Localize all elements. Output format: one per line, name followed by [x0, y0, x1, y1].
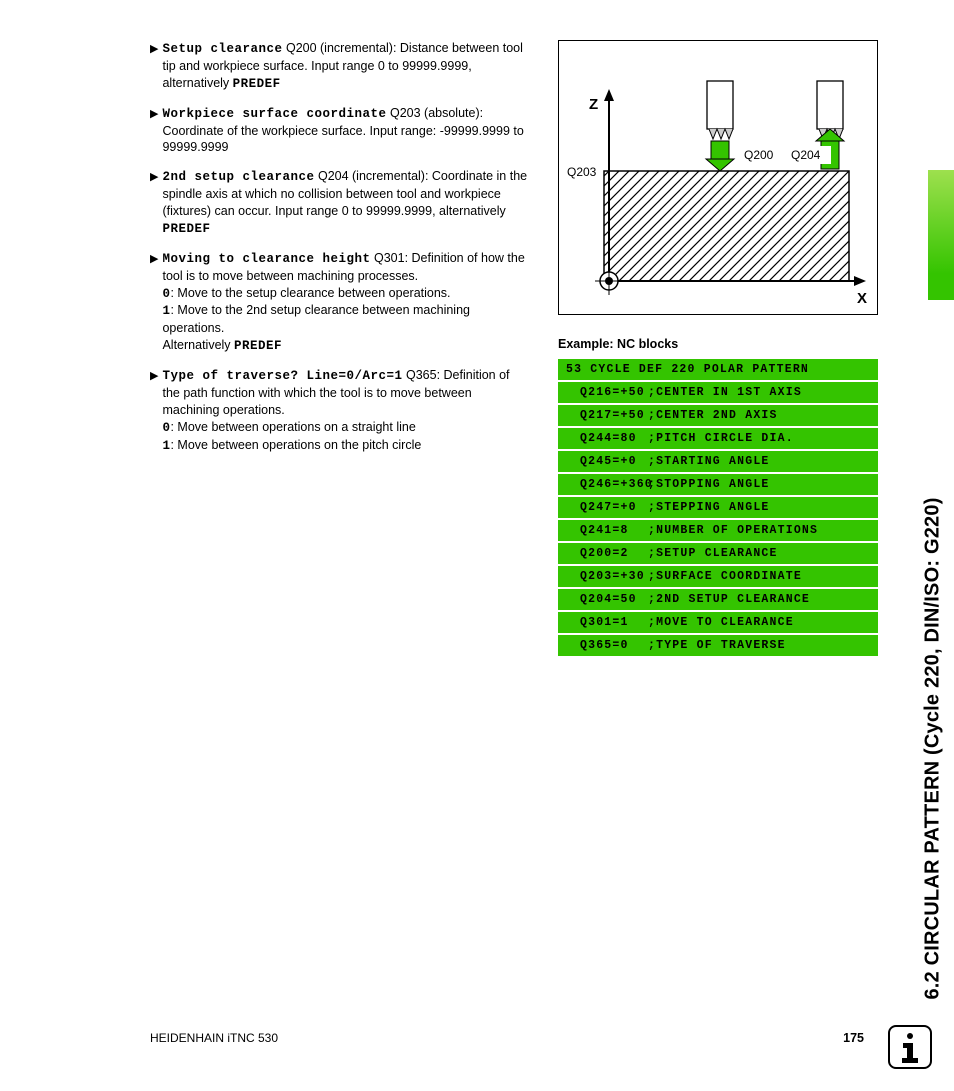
- nc-row: Q246=+360;STOPPING ANGLE: [558, 474, 878, 497]
- parameter-text: Workpiece surface coordinate Q203 (absol…: [162, 105, 530, 157]
- nc-row: Q245=+0;STARTING ANGLE: [558, 451, 878, 474]
- parameter-list: ▶Setup clearance Q200 (incremental): Dis…: [150, 40, 530, 466]
- tool-1: [707, 81, 733, 139]
- bullet-arrow-icon: ▶: [150, 252, 158, 355]
- bullet-arrow-icon: ▶: [150, 369, 158, 454]
- nc-comment: ;STEPPING ANGLE: [648, 501, 770, 514]
- diagram-q203: Q203: [567, 165, 597, 179]
- nc-row: Q217=+50;CENTER 2ND AXIS: [558, 405, 878, 428]
- right-column: Z X Q203: [558, 40, 878, 658]
- info-icon: [888, 1025, 932, 1069]
- bullet-arrow-icon: ▶: [150, 170, 158, 238]
- nc-row: Q244=80;PITCH CIRCLE DIA.: [558, 428, 878, 451]
- axis-z-label: Z: [589, 96, 598, 113]
- section-title: 6.2 CIRCULAR PATTERN (Cycle 220, DIN/ISO…: [918, 40, 948, 760]
- parameter-text: Moving to clearance height Q301: Definit…: [162, 250, 530, 355]
- parameter-text: Setup clearance Q200 (incremental): Dist…: [162, 40, 530, 93]
- nc-row: Q241=8;NUMBER OF OPERATIONS: [558, 520, 878, 543]
- nc-comment: ;STOPPING ANGLE: [648, 478, 770, 491]
- clearance-diagram: Z X Q203: [558, 40, 878, 315]
- nc-comment: ;CENTER IN 1ST AXIS: [648, 386, 802, 399]
- nc-param: Q217=+50: [562, 409, 648, 422]
- page: ▶Setup clearance Q200 (incremental): Dis…: [0, 0, 954, 1091]
- nc-cell: 53 CYCLE DEF 220 POLAR PATTERN: [562, 363, 809, 376]
- nc-row: Q247=+0;STEPPING ANGLE: [558, 497, 878, 520]
- parameter-item: ▶Setup clearance Q200 (incremental): Dis…: [150, 40, 530, 93]
- nc-row: Q204=50;2ND SETUP CLEARANCE: [558, 589, 878, 612]
- nc-row: 53 CYCLE DEF 220 POLAR PATTERN: [558, 359, 878, 382]
- footer-page-number: 175: [843, 1031, 864, 1045]
- parameter-item: ▶2nd setup clearance Q204 (incremental):…: [150, 168, 530, 238]
- nc-param: Q216=+50: [562, 386, 648, 399]
- nc-param: Q246=+360: [562, 478, 648, 491]
- nc-comment: ;MOVE TO CLEARANCE: [648, 616, 794, 629]
- bullet-arrow-icon: ▶: [150, 42, 158, 93]
- axis-x-label: X: [857, 290, 867, 307]
- diagram-q200: Q200: [744, 148, 774, 162]
- nc-comment: ;2ND SETUP CLEARANCE: [648, 593, 810, 606]
- nc-comment: ;CENTER 2ND AXIS: [648, 409, 778, 422]
- nc-param: Q241=8: [562, 524, 648, 537]
- nc-param: Q247=+0: [562, 501, 648, 514]
- nc-row: Q216=+50;CENTER IN 1ST AXIS: [558, 382, 878, 405]
- nc-param: Q200=2: [562, 547, 648, 560]
- nc-comment: ;PITCH CIRCLE DIA.: [648, 432, 794, 445]
- parameter-item: ▶Type of traverse? Line=0/Arc=1 Q365: De…: [150, 367, 530, 454]
- nc-param: Q365=0: [562, 639, 648, 652]
- parameter-item: ▶Workpiece surface coordinate Q203 (abso…: [150, 105, 530, 157]
- nc-comment: ;SETUP CLEARANCE: [648, 547, 778, 560]
- nc-row: Q365=0;TYPE OF TRAVERSE: [558, 635, 878, 658]
- diagram-svg: Z X Q203: [559, 41, 877, 314]
- diagram-q204: Q204: [791, 148, 821, 162]
- footer-product: HEIDENHAIN iTNC 530: [150, 1031, 278, 1045]
- nc-param: Q301=1: [562, 616, 648, 629]
- example-heading: Example: NC blocks: [558, 337, 878, 351]
- nc-comment: ;STARTING ANGLE: [648, 455, 770, 468]
- nc-param: Q244=80: [562, 432, 648, 445]
- nc-comment: ;SURFACE COORDINATE: [648, 570, 802, 583]
- nc-row: Q200=2;SETUP CLEARANCE: [558, 543, 878, 566]
- nc-row: Q203=+30;SURFACE COORDINATE: [558, 566, 878, 589]
- nc-comment: ;TYPE OF TRAVERSE: [648, 639, 786, 652]
- nc-param: Q204=50: [562, 593, 648, 606]
- section-tab: 6.2 CIRCULAR PATTERN (Cycle 220, DIN/ISO…: [910, 40, 954, 760]
- parameter-text: 2nd setup clearance Q204 (incremental): …: [162, 168, 530, 238]
- nc-param: Q203=+30: [562, 570, 648, 583]
- nc-param: Q245=+0: [562, 455, 648, 468]
- nc-block-table: 53 CYCLE DEF 220 POLAR PATTERN Q216=+50;C…: [558, 359, 878, 658]
- nc-row: Q301=1;MOVE TO CLEARANCE: [558, 612, 878, 635]
- nc-comment: ;NUMBER OF OPERATIONS: [648, 524, 818, 537]
- bullet-arrow-icon: ▶: [150, 107, 158, 157]
- parameter-text: Type of traverse? Line=0/Arc=1 Q365: Def…: [162, 367, 530, 454]
- parameter-item: ▶Moving to clearance height Q301: Defini…: [150, 250, 530, 355]
